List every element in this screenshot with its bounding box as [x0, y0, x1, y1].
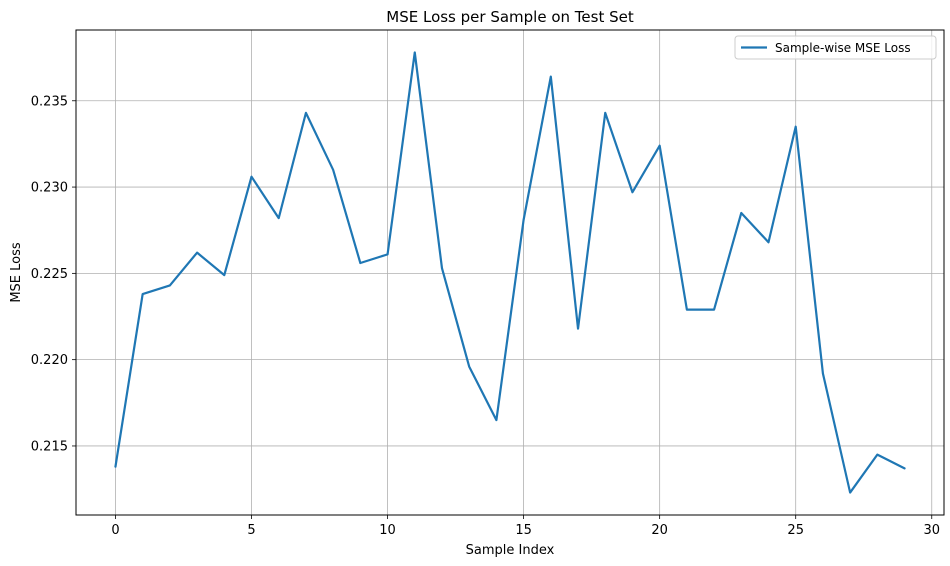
- x-tick-label: 20: [651, 523, 668, 538]
- y-tick-label: 0.230: [31, 181, 68, 196]
- series-layer: [114, 51, 906, 494]
- legend-label: Sample-wise MSE Loss: [775, 41, 911, 55]
- grid: [76, 30, 944, 515]
- y-tick-label: 0.235: [31, 94, 68, 109]
- y-tick-label: 0.225: [31, 267, 68, 282]
- ticks: 0 5 10 15 20 25 30 0.215 0.220 0.225 0.230 0.235: [31, 94, 940, 538]
- x-tick-label: 10: [379, 523, 396, 538]
- x-axis-title: Sample Index: [466, 543, 555, 558]
- x-tick-label: 30: [923, 523, 940, 538]
- series-line: [114, 51, 906, 494]
- x-tick-label: 25: [787, 523, 804, 538]
- y-tick-label: 0.220: [31, 353, 68, 368]
- legend-box: [734, 35, 937, 60]
- plot-frame: [75, 29, 945, 516]
- y-axis-title: MSE Loss: [9, 242, 24, 303]
- x-tick-label: 0: [111, 523, 119, 538]
- x-tick-label: 15: [515, 523, 532, 538]
- chart-title: MSE Loss per Sample on Test Set: [386, 8, 634, 26]
- legend: Sample-wise MSE Loss: [734, 35, 937, 60]
- x-tick-label: 5: [247, 523, 255, 538]
- y-tick-label: 0.215: [31, 439, 68, 454]
